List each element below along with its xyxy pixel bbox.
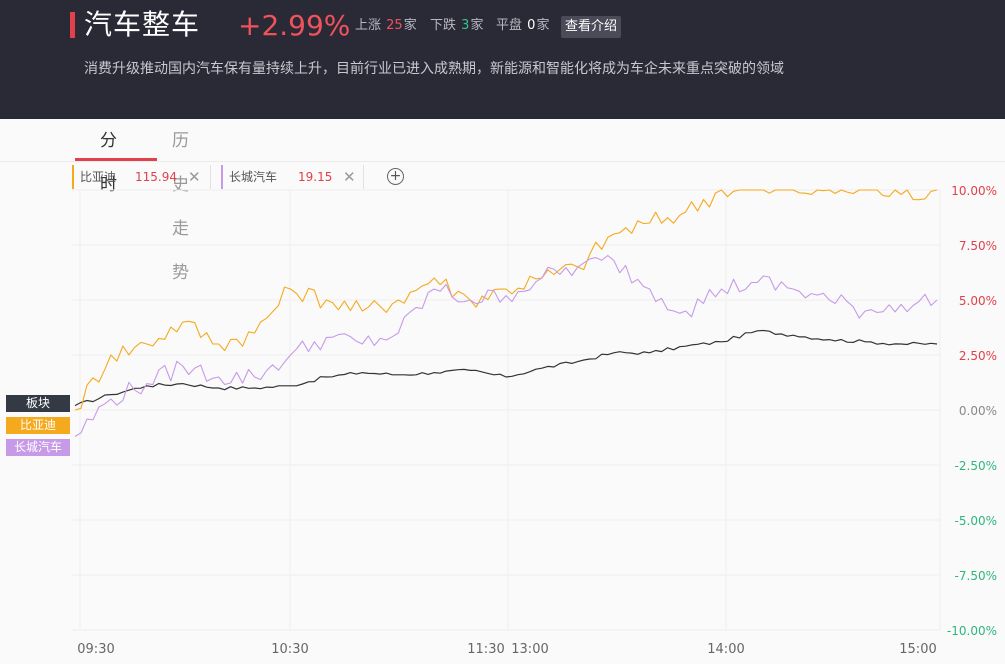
y-tick-label: -5.00% <box>955 514 997 528</box>
x-tick-label: 10:30 <box>271 642 308 657</box>
chip-stock-name: 比亚迪 <box>80 170 117 184</box>
active-tab-indicator <box>75 158 157 161</box>
series-line-byd <box>74 189 938 411</box>
stat-down: 下跌 3家 <box>430 18 483 34</box>
stat-flat-label: 平盘 <box>496 18 523 33</box>
close-icon[interactable]: ✕ <box>188 168 201 186</box>
chip-stock-name: 长城汽车 <box>229 170 278 184</box>
stat-up-value: 25 <box>386 18 403 33</box>
stat-flat: 平盘 0家 <box>496 18 549 34</box>
y-tick-label: 5.00% <box>959 294 997 308</box>
x-tick-label: 14:00 <box>707 642 744 657</box>
y-tick-label: 10.00% <box>951 184 997 198</box>
legend-tag-byd: 比亚迪 <box>6 417 70 434</box>
y-tick-label: 7.50% <box>959 239 997 253</box>
stat-flat-unit: 家 <box>536 18 550 33</box>
stat-down-value: 3 <box>461 18 470 33</box>
chip-color-bar <box>221 165 223 189</box>
x-tick-label: 09:30 <box>77 642 114 657</box>
close-icon[interactable]: ✕ <box>343 168 356 186</box>
x-tick-label: 11:30 <box>467 642 504 657</box>
y-tick-label: -2.50% <box>955 459 997 473</box>
title-accent-bar <box>70 12 75 38</box>
chip-stock-price: 115.94 <box>135 170 177 184</box>
plus-circle-icon[interactable]: + <box>387 168 404 185</box>
chip-divider <box>363 165 364 189</box>
view-intro-button[interactable]: 查看介绍 <box>561 16 622 38</box>
y-tick-label: -10.00% <box>947 624 997 638</box>
sector-header: 汽车整车 +2.99% 上涨 25家 下跌 3家 平盘 0家 查看介绍 消费升级… <box>0 0 1005 119</box>
sector-change: +2.99% <box>238 9 351 42</box>
stat-flat-value: 0 <box>527 18 536 33</box>
y-tick-label: -7.50% <box>955 569 997 583</box>
compare-chip-gwm: 长城汽车 19.15 ✕ <box>221 165 364 189</box>
chip-color-bar <box>72 165 74 189</box>
stat-down-label: 下跌 <box>430 18 457 33</box>
y-tick-label: 0.00% <box>959 404 997 418</box>
sector-description: 消费升级推动国内汽车保有量持续上升，目前行业已进入成熟期，新能源和智能化将成为车… <box>84 61 784 77</box>
stat-up-unit: 家 <box>403 18 417 33</box>
series-line-sector <box>74 329 938 407</box>
sector-title: 汽车整车 <box>84 8 201 41</box>
chip-stock-price: 19.15 <box>298 170 333 184</box>
chip-divider <box>210 165 211 189</box>
stat-up: 上涨 25家 <box>355 18 417 34</box>
stat-down-unit: 家 <box>470 18 484 33</box>
x-tick-label: 15:00 <box>899 642 936 657</box>
y-tick-label: 2.50% <box>959 349 997 363</box>
compare-chip-byd: 比亚迪 115.94 ✕ <box>72 165 208 189</box>
tab-divider <box>0 161 1005 162</box>
series-line-gwm <box>74 254 938 437</box>
legend-tag-gwm: 长城汽车 <box>6 439 70 456</box>
stat-up-label: 上涨 <box>355 18 382 33</box>
legend-tag-sector: 板块 <box>6 395 70 412</box>
x-tick-label: 13:00 <box>511 642 548 657</box>
